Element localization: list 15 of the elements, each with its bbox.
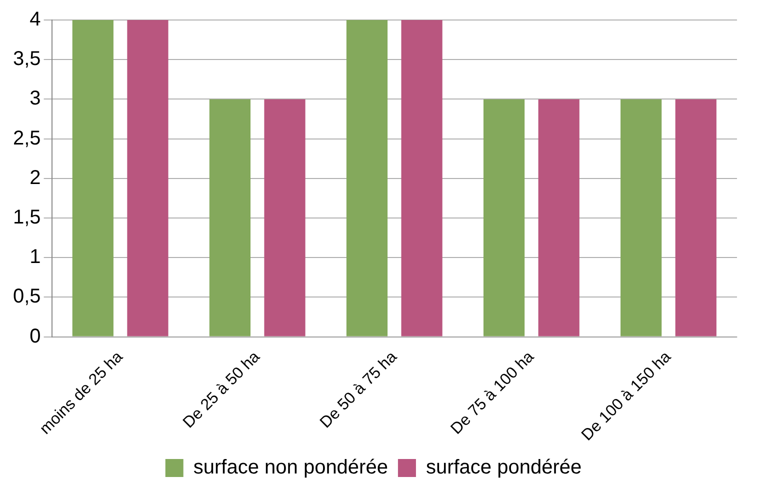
x-tick-label: De 100 à 150 ha [578, 348, 674, 444]
x-tick-label: De 50 à 75 ha [317, 348, 400, 432]
y-tick-label: 3,5 [12, 48, 41, 70]
y-tick-label: 1 [30, 246, 41, 268]
y-tick-label: 0 [30, 325, 41, 348]
legend-label: surface pondérée [426, 456, 582, 479]
x-tick-label: De 75 à 100 ha [448, 348, 538, 438]
y-tick-label: 2,5 [12, 127, 41, 150]
y-tick-label: 4 [30, 8, 41, 31]
y-tick-label: 0,5 [12, 286, 41, 308]
y-tick-label: 1,5 [12, 206, 41, 228]
legend-label: surface non pondérée [193, 456, 388, 479]
x-tick-label: De 25 à 50 ha [180, 348, 264, 432]
y-tick-label: 3 [30, 88, 41, 110]
y-tick-label: 2 [30, 166, 41, 189]
